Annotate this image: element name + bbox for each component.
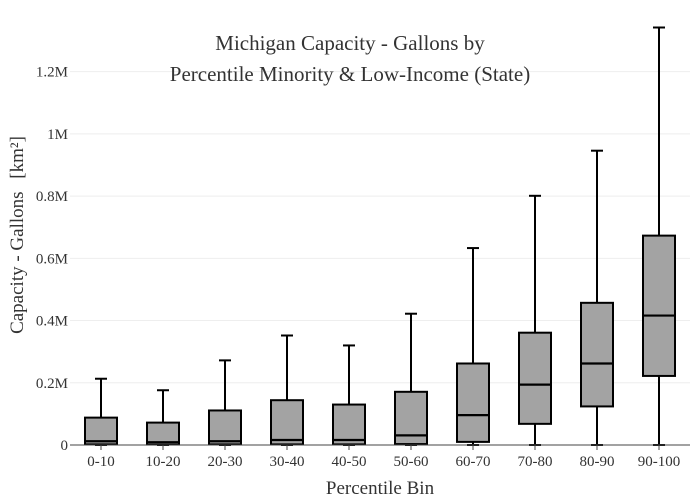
box-30-40 bbox=[270, 334, 304, 446]
y-axis-label-text: Capacity - Gallons bbox=[7, 191, 28, 333]
chart-title: Michigan Capacity - Gallons by bbox=[215, 31, 485, 55]
box-20-30 bbox=[208, 359, 242, 446]
x-tick-label: 50-60 bbox=[394, 454, 429, 470]
iqr-box bbox=[518, 331, 552, 425]
box-90-100 bbox=[642, 26, 676, 446]
box-40-50 bbox=[332, 344, 366, 446]
y-axis-label-unit: [km²] bbox=[7, 136, 28, 179]
y-tick-label: 0.6M bbox=[36, 251, 68, 267]
iqr-box bbox=[642, 234, 676, 377]
x-tick-label: 40-50 bbox=[332, 454, 367, 470]
x-axis-ticks: 0-10 10-20 20-30 30-40 40-50 50-60 60-70 70-80 8… bbox=[87, 445, 680, 470]
chart-subtitle: Percentile Minority & Low-Income (State) bbox=[170, 62, 530, 86]
x-tick-label: 70-80 bbox=[518, 454, 553, 470]
y-tick-label: 0.2M bbox=[36, 376, 68, 392]
y-axis-label: Capacity - Gallons [km²] bbox=[7, 136, 28, 334]
y-tick-label: 0.4M bbox=[36, 314, 68, 330]
y-tick-label: 1M bbox=[47, 127, 68, 143]
iqr-box bbox=[332, 403, 366, 446]
x-tick-label: 10-20 bbox=[146, 454, 181, 470]
iqr-box bbox=[84, 416, 118, 446]
x-axis-label: Percentile Bin bbox=[326, 478, 435, 499]
box-10-20 bbox=[146, 389, 180, 446]
y-tick-label: 0.8M bbox=[36, 189, 68, 205]
iqr-box bbox=[208, 409, 242, 446]
x-tick-label: 80-90 bbox=[580, 454, 615, 470]
box-50-60 bbox=[394, 312, 428, 446]
x-tick-label: 20-30 bbox=[208, 454, 243, 470]
iqr-box bbox=[270, 399, 304, 446]
box-70-80 bbox=[518, 194, 552, 446]
x-tick-label: 90-100 bbox=[638, 454, 681, 470]
y-tick-label: 1.2M bbox=[36, 65, 68, 81]
x-tick-label: 0-10 bbox=[87, 454, 115, 470]
x-tick-label: 60-70 bbox=[456, 454, 491, 470]
box-60-70 bbox=[456, 247, 490, 446]
boxes bbox=[84, 26, 676, 446]
iqr-box bbox=[456, 362, 490, 443]
y-tick-label: 0 bbox=[61, 438, 69, 454]
iqr-box bbox=[580, 301, 614, 408]
box-80-90 bbox=[580, 149, 614, 446]
y-axis-ticks: 0 0.2M 0.4M 0.6M 0.8M 1M 1.2M bbox=[36, 65, 68, 454]
box-0-10 bbox=[84, 377, 118, 446]
x-tick-label: 30-40 bbox=[270, 454, 305, 470]
